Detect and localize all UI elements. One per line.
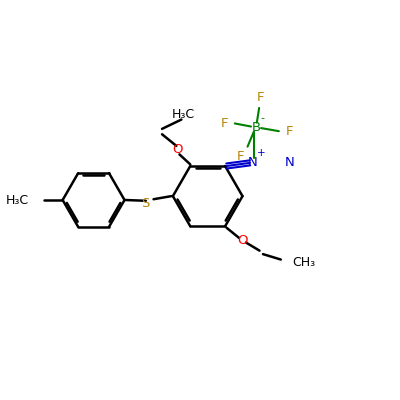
Text: F: F [286, 126, 293, 138]
Text: F: F [220, 117, 228, 130]
Text: N: N [248, 156, 258, 169]
Text: +: + [257, 148, 266, 158]
Text: F: F [237, 150, 244, 163]
Text: H₃C: H₃C [172, 108, 195, 122]
Text: O: O [238, 234, 248, 248]
Text: O: O [173, 143, 183, 156]
Text: S: S [142, 197, 150, 210]
Text: CH₃: CH₃ [292, 256, 316, 269]
Text: B: B [252, 121, 261, 134]
Text: H₃C: H₃C [6, 194, 29, 206]
Text: F: F [257, 92, 264, 104]
Text: N: N [285, 156, 295, 169]
Text: -: - [261, 114, 265, 124]
